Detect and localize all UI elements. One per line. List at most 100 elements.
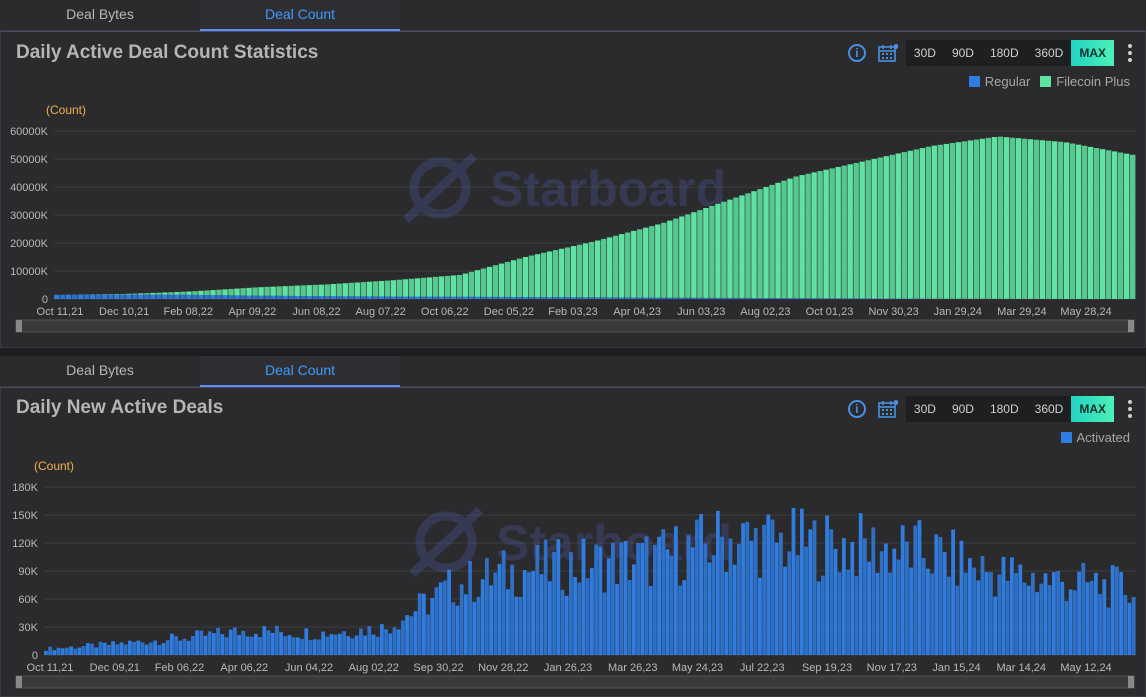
bar-activated — [581, 538, 586, 655]
bar-filecoin-plus — [697, 210, 703, 298]
bar-regular — [54, 294, 60, 299]
bar-filecoin-plus — [114, 294, 120, 295]
more-options-icon[interactable] — [1128, 400, 1132, 418]
bar-filecoin-plus — [1063, 142, 1070, 299]
bar-activated — [900, 525, 905, 655]
legend-item-regular[interactable]: Regular — [968, 74, 1030, 89]
calendar-icon[interactable] — [878, 400, 898, 418]
bar-filecoin-plus — [378, 280, 385, 297]
bar-activated — [140, 642, 145, 655]
bar-filecoin-plus — [901, 152, 907, 299]
bar-activated — [1022, 582, 1027, 655]
bar-activated — [837, 572, 842, 655]
bar-filecoin-plus — [1123, 153, 1130, 299]
bar-filecoin-plus — [967, 140, 974, 299]
info-icon[interactable]: i — [847, 44, 866, 62]
bar-filecoin-plus — [997, 136, 1004, 299]
legend-item-filecoin-plus[interactable]: Filecoin Plus — [1040, 74, 1130, 89]
bar-filecoin-plus — [516, 258, 523, 298]
scrollbar-handle-right — [1128, 676, 1134, 688]
chart-legend: Activated — [1060, 430, 1130, 445]
range-360d-button[interactable]: 360D — [1034, 402, 1064, 416]
bar-activated — [1005, 580, 1010, 655]
bar-activated — [669, 556, 674, 655]
bar-activated — [375, 636, 380, 655]
bar-filecoin-plus — [552, 250, 559, 298]
calendar-icon[interactable] — [878, 44, 898, 62]
bar-activated — [640, 542, 645, 655]
chart-title: Daily Active Deal Count Statistics — [16, 42, 319, 63]
bar-activated — [871, 527, 876, 655]
bar-filecoin-plus — [673, 218, 679, 298]
bar-activated — [186, 640, 191, 655]
bar-filecoin-plus — [390, 280, 397, 297]
x-tick-label: Apr 06,22 — [220, 662, 268, 674]
bar-regular — [799, 298, 805, 299]
bar-filecoin-plus — [1117, 152, 1124, 299]
range-90d-button[interactable]: 90D — [951, 46, 974, 60]
bar-activated — [644, 536, 649, 655]
bar-activated — [52, 650, 57, 655]
tab-deal-bytes[interactable]: Deal Bytes — [66, 362, 134, 378]
range-max-button[interactable]: MAX — [1071, 40, 1114, 66]
bar-activated — [573, 577, 577, 655]
bar-filecoin-plus — [570, 246, 577, 298]
bar-activated — [1014, 573, 1018, 655]
bar-activated — [674, 526, 678, 655]
tab-deal-count[interactable]: Deal Count — [200, 0, 400, 31]
bar-filecoin-plus — [216, 289, 222, 296]
bar-activated — [199, 630, 204, 655]
bar-activated — [926, 568, 930, 655]
bar-activated — [825, 515, 829, 655]
bar-activated — [485, 558, 489, 655]
bar-filecoin-plus — [937, 144, 944, 299]
bar-activated — [56, 647, 61, 655]
bar-regular — [258, 295, 264, 299]
bar-activated — [795, 555, 800, 655]
bar-regular — [102, 294, 108, 299]
bar-activated — [627, 580, 632, 655]
x-tick-label: Jul 22,23 — [740, 662, 785, 674]
info-icon[interactable]: i — [847, 400, 866, 418]
x-tick-label: Aug 02,22 — [349, 662, 399, 674]
bar-regular — [823, 298, 829, 299]
bar-activated — [577, 582, 582, 655]
bar-activated — [132, 641, 136, 655]
bar-filecoin-plus — [1075, 144, 1082, 299]
x-tick-label: Dec 05,22 — [484, 306, 534, 318]
active-deal-count-panel: Deal Bytes Deal Count Daily Active Deal … — [0, 0, 1146, 348]
bar-filecoin-plus — [312, 284, 318, 297]
y-tick-label: 0 — [42, 294, 48, 306]
bar-filecoin-plus — [829, 168, 835, 299]
bar-filecoin-plus — [222, 289, 228, 296]
range-30d-button[interactable]: 30D — [913, 46, 936, 60]
range-180d-button[interactable]: 180D — [989, 46, 1019, 60]
bar-activated — [472, 601, 477, 655]
tab-deal-bytes[interactable]: Deal Bytes — [66, 6, 134, 22]
range-90d-button[interactable]: 90D — [951, 402, 974, 416]
bar-activated — [153, 640, 157, 655]
bar-activated — [800, 508, 804, 655]
range-max-button[interactable]: MAX — [1071, 396, 1114, 422]
more-options-icon[interactable] — [1128, 44, 1132, 62]
bar-activated — [842, 538, 846, 655]
x-tick-label: Mar 14,24 — [996, 662, 1046, 674]
tab-deal-count[interactable]: Deal Count — [200, 356, 400, 387]
range-360d-button[interactable]: 360D — [1034, 46, 1064, 60]
bar-filecoin-plus — [649, 226, 655, 298]
bar-regular — [727, 297, 733, 299]
watermark-logo-slash — [402, 152, 478, 224]
starboard-watermark: Starboard — [402, 152, 726, 224]
bar-activated — [1077, 571, 1081, 655]
bar-regular — [486, 296, 493, 299]
bar-regular — [402, 296, 409, 299]
range-180d-button[interactable]: 180D — [989, 402, 1019, 416]
watermark-logo-icon — [415, 511, 477, 573]
legend-item-activated[interactable]: Activated — [1060, 430, 1130, 445]
bar-activated — [266, 630, 271, 655]
bar-regular — [498, 296, 505, 299]
bar-activated — [619, 542, 624, 655]
bar-activated — [296, 637, 300, 655]
bar-activated — [598, 546, 603, 655]
range-30d-button[interactable]: 30D — [913, 402, 936, 416]
